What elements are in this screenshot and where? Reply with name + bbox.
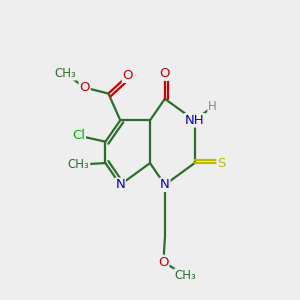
Text: CH₃: CH₃ xyxy=(175,269,196,282)
Text: O: O xyxy=(158,256,169,268)
Text: CH₃: CH₃ xyxy=(68,158,89,171)
Text: O: O xyxy=(80,81,90,94)
Text: CH₃: CH₃ xyxy=(54,67,76,80)
Text: N: N xyxy=(160,178,170,191)
Text: H: H xyxy=(208,100,217,113)
Text: O: O xyxy=(160,67,170,80)
Text: S: S xyxy=(217,157,226,169)
Text: NH: NH xyxy=(185,114,204,127)
Text: O: O xyxy=(122,69,133,82)
Text: N: N xyxy=(116,178,125,191)
Text: Cl: Cl xyxy=(72,129,85,142)
